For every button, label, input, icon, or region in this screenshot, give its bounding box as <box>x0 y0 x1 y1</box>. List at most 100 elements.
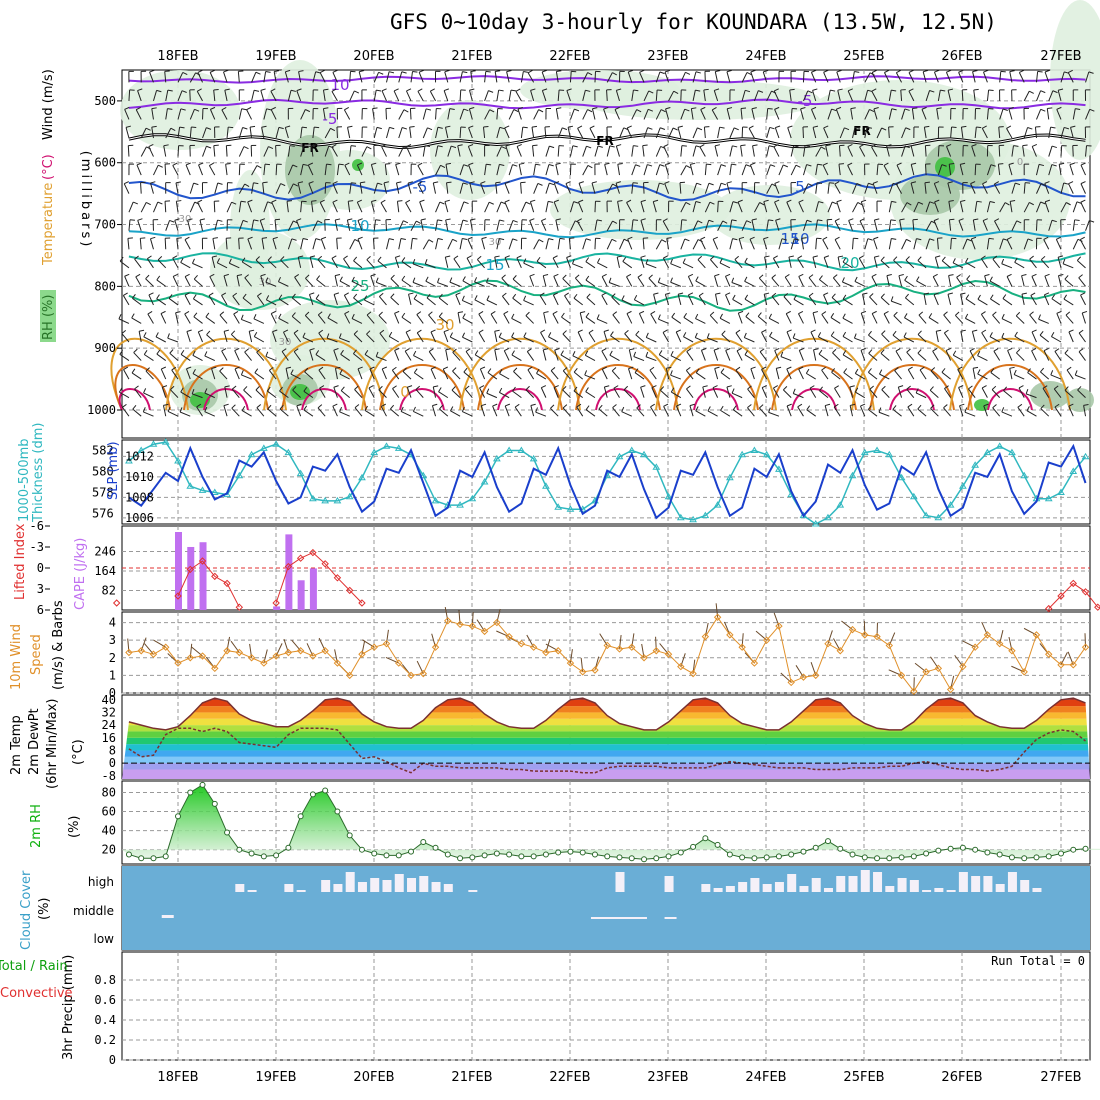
wind-barb-flag <box>578 199 584 203</box>
wind-barb-flag <box>192 294 197 300</box>
wind-barb <box>213 89 216 101</box>
wind-barb-flag <box>749 236 755 240</box>
wind-barb <box>847 146 853 157</box>
wind-barb <box>801 238 804 250</box>
wind-barb <box>284 127 289 139</box>
wind-barb <box>689 164 694 176</box>
wind-barb <box>941 371 951 380</box>
wind-barb-flag <box>616 88 622 91</box>
wind-barb <box>172 276 179 287</box>
wind-barb <box>349 182 352 194</box>
wind-barb-flag <box>171 366 177 371</box>
wind-barb-flag <box>485 70 491 73</box>
wind-barb <box>545 145 550 157</box>
isotherm-arc <box>399 388 445 411</box>
wind-barb-flag <box>842 331 847 337</box>
wind-barb-flag <box>781 238 787 241</box>
wind-barb <box>1003 390 1013 399</box>
wind-barb <box>631 109 638 120</box>
wind-barb <box>977 298 988 306</box>
wind-barb-flag <box>573 293 578 299</box>
wind-barb-flag <box>437 277 440 283</box>
wind-barb-flag <box>798 199 804 203</box>
wind-barb <box>917 260 927 269</box>
wind-barb-flag <box>965 257 969 263</box>
wind-barb <box>798 368 804 380</box>
wind-barb-flag <box>249 329 255 332</box>
wind-barb-flag <box>919 366 925 371</box>
wind-barb-flag <box>260 88 266 91</box>
wind-barb-flag <box>696 182 702 186</box>
wind-barb <box>136 164 142 176</box>
wind-barb-flag <box>309 348 315 351</box>
wind-barb-flag <box>732 145 738 148</box>
wind-barb <box>958 72 964 83</box>
wind-barb-flag <box>1013 369 1017 375</box>
thickness-point <box>1081 452 1090 460</box>
wind-barb-flag <box>670 350 674 356</box>
wind-barb <box>208 165 216 176</box>
wind-barb <box>508 220 514 231</box>
wind-barb <box>1066 369 1074 380</box>
wind-barb-flag <box>379 329 385 334</box>
lifted-index-point <box>345 586 354 595</box>
wind-barb <box>567 127 571 139</box>
wind-barb <box>619 239 625 250</box>
wind-barb <box>246 109 253 120</box>
wind-barb <box>575 277 584 287</box>
wind-barb-flag <box>180 387 184 393</box>
wind-barb-flag <box>184 292 190 296</box>
wind-barb <box>1036 183 1042 194</box>
wind-barb-flag <box>676 403 682 407</box>
wind-barb <box>560 354 571 361</box>
wind-speed-point <box>713 613 722 621</box>
wind-barb <box>989 280 1000 287</box>
wind-speed-point <box>554 647 562 655</box>
cape-bar <box>285 534 293 610</box>
wind-barb <box>339 373 350 380</box>
wind-barb-flag <box>988 89 994 92</box>
rh-point <box>910 853 917 860</box>
wind-barb <box>462 336 473 343</box>
wind-barb-flag <box>867 238 873 241</box>
wind-barb-flag <box>242 293 247 299</box>
rh-point <box>800 848 807 855</box>
wind-barb <box>231 388 240 398</box>
wind-barb <box>631 219 634 231</box>
wind-barb <box>305 277 314 287</box>
thickness-point <box>860 448 869 456</box>
rh-point <box>702 835 709 842</box>
wind-barb-flag <box>462 71 468 74</box>
wind-barb <box>199 219 204 231</box>
wind-barb-flag <box>824 403 831 407</box>
wind-barb-flag <box>1043 348 1049 352</box>
wind-barb <box>398 127 403 139</box>
wind-barb <box>981 387 988 398</box>
wind-barb <box>827 90 831 102</box>
wind-barb-flag <box>773 88 779 92</box>
wind-barb-flag <box>880 256 885 261</box>
wind-barb <box>315 354 326 361</box>
ylabel-thickness-2: Thickness (dm) <box>31 423 46 523</box>
wind-barb-flag <box>763 69 769 73</box>
ylabel-slp-text: SLP (mb) <box>106 441 121 500</box>
wind-barb <box>572 263 583 269</box>
wind-barb <box>675 331 682 343</box>
wind-barb-flag <box>744 257 748 263</box>
wind-barb <box>370 164 375 176</box>
wind-barb <box>395 182 400 194</box>
wind-barb <box>298 71 302 83</box>
wind-barb <box>802 220 808 231</box>
wind-barb-flag <box>211 366 217 370</box>
wind-barb <box>700 109 706 120</box>
rh-point <box>125 851 132 858</box>
wind-barb <box>670 281 682 287</box>
wind-barb <box>496 164 500 176</box>
wind-barb <box>260 90 265 102</box>
wind-barb <box>479 387 486 398</box>
wind-barb-flag <box>577 218 582 222</box>
lifted-index-point <box>358 599 366 607</box>
isotherm-label: 30 <box>489 237 502 248</box>
wind-barb-flag <box>556 107 562 110</box>
wind-barb-flag <box>719 313 723 319</box>
